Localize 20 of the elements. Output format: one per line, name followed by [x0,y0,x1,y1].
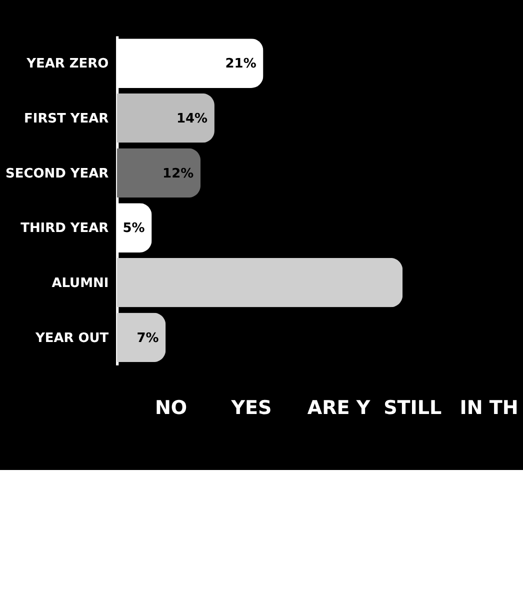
bar [116,258,403,308]
text: NO [154,397,188,420]
bar [116,93,214,143]
data-label: 21% [225,56,256,72]
data-label: 7% [136,330,159,346]
text: STILL [384,397,442,420]
y-tick-label: ALUMNI [52,276,109,291]
data-label: 12% [162,166,194,182]
y-tick-label: YEAR ZERO [26,56,109,72]
y-tick-label: THIRD YEAR [20,221,109,236]
y-tick-label: SECOND YEAR [6,166,109,182]
text: IN TH [460,397,518,420]
text: ARE Y [307,397,370,420]
data-label: 5% [122,221,145,236]
y-tick-label: FIRST YEAR [24,111,109,126]
y-tick-label: YEAR OUT [34,330,109,346]
data-label: 14% [176,111,208,126]
bar [116,312,166,362]
text: YES [230,397,272,420]
bar [116,148,201,198]
